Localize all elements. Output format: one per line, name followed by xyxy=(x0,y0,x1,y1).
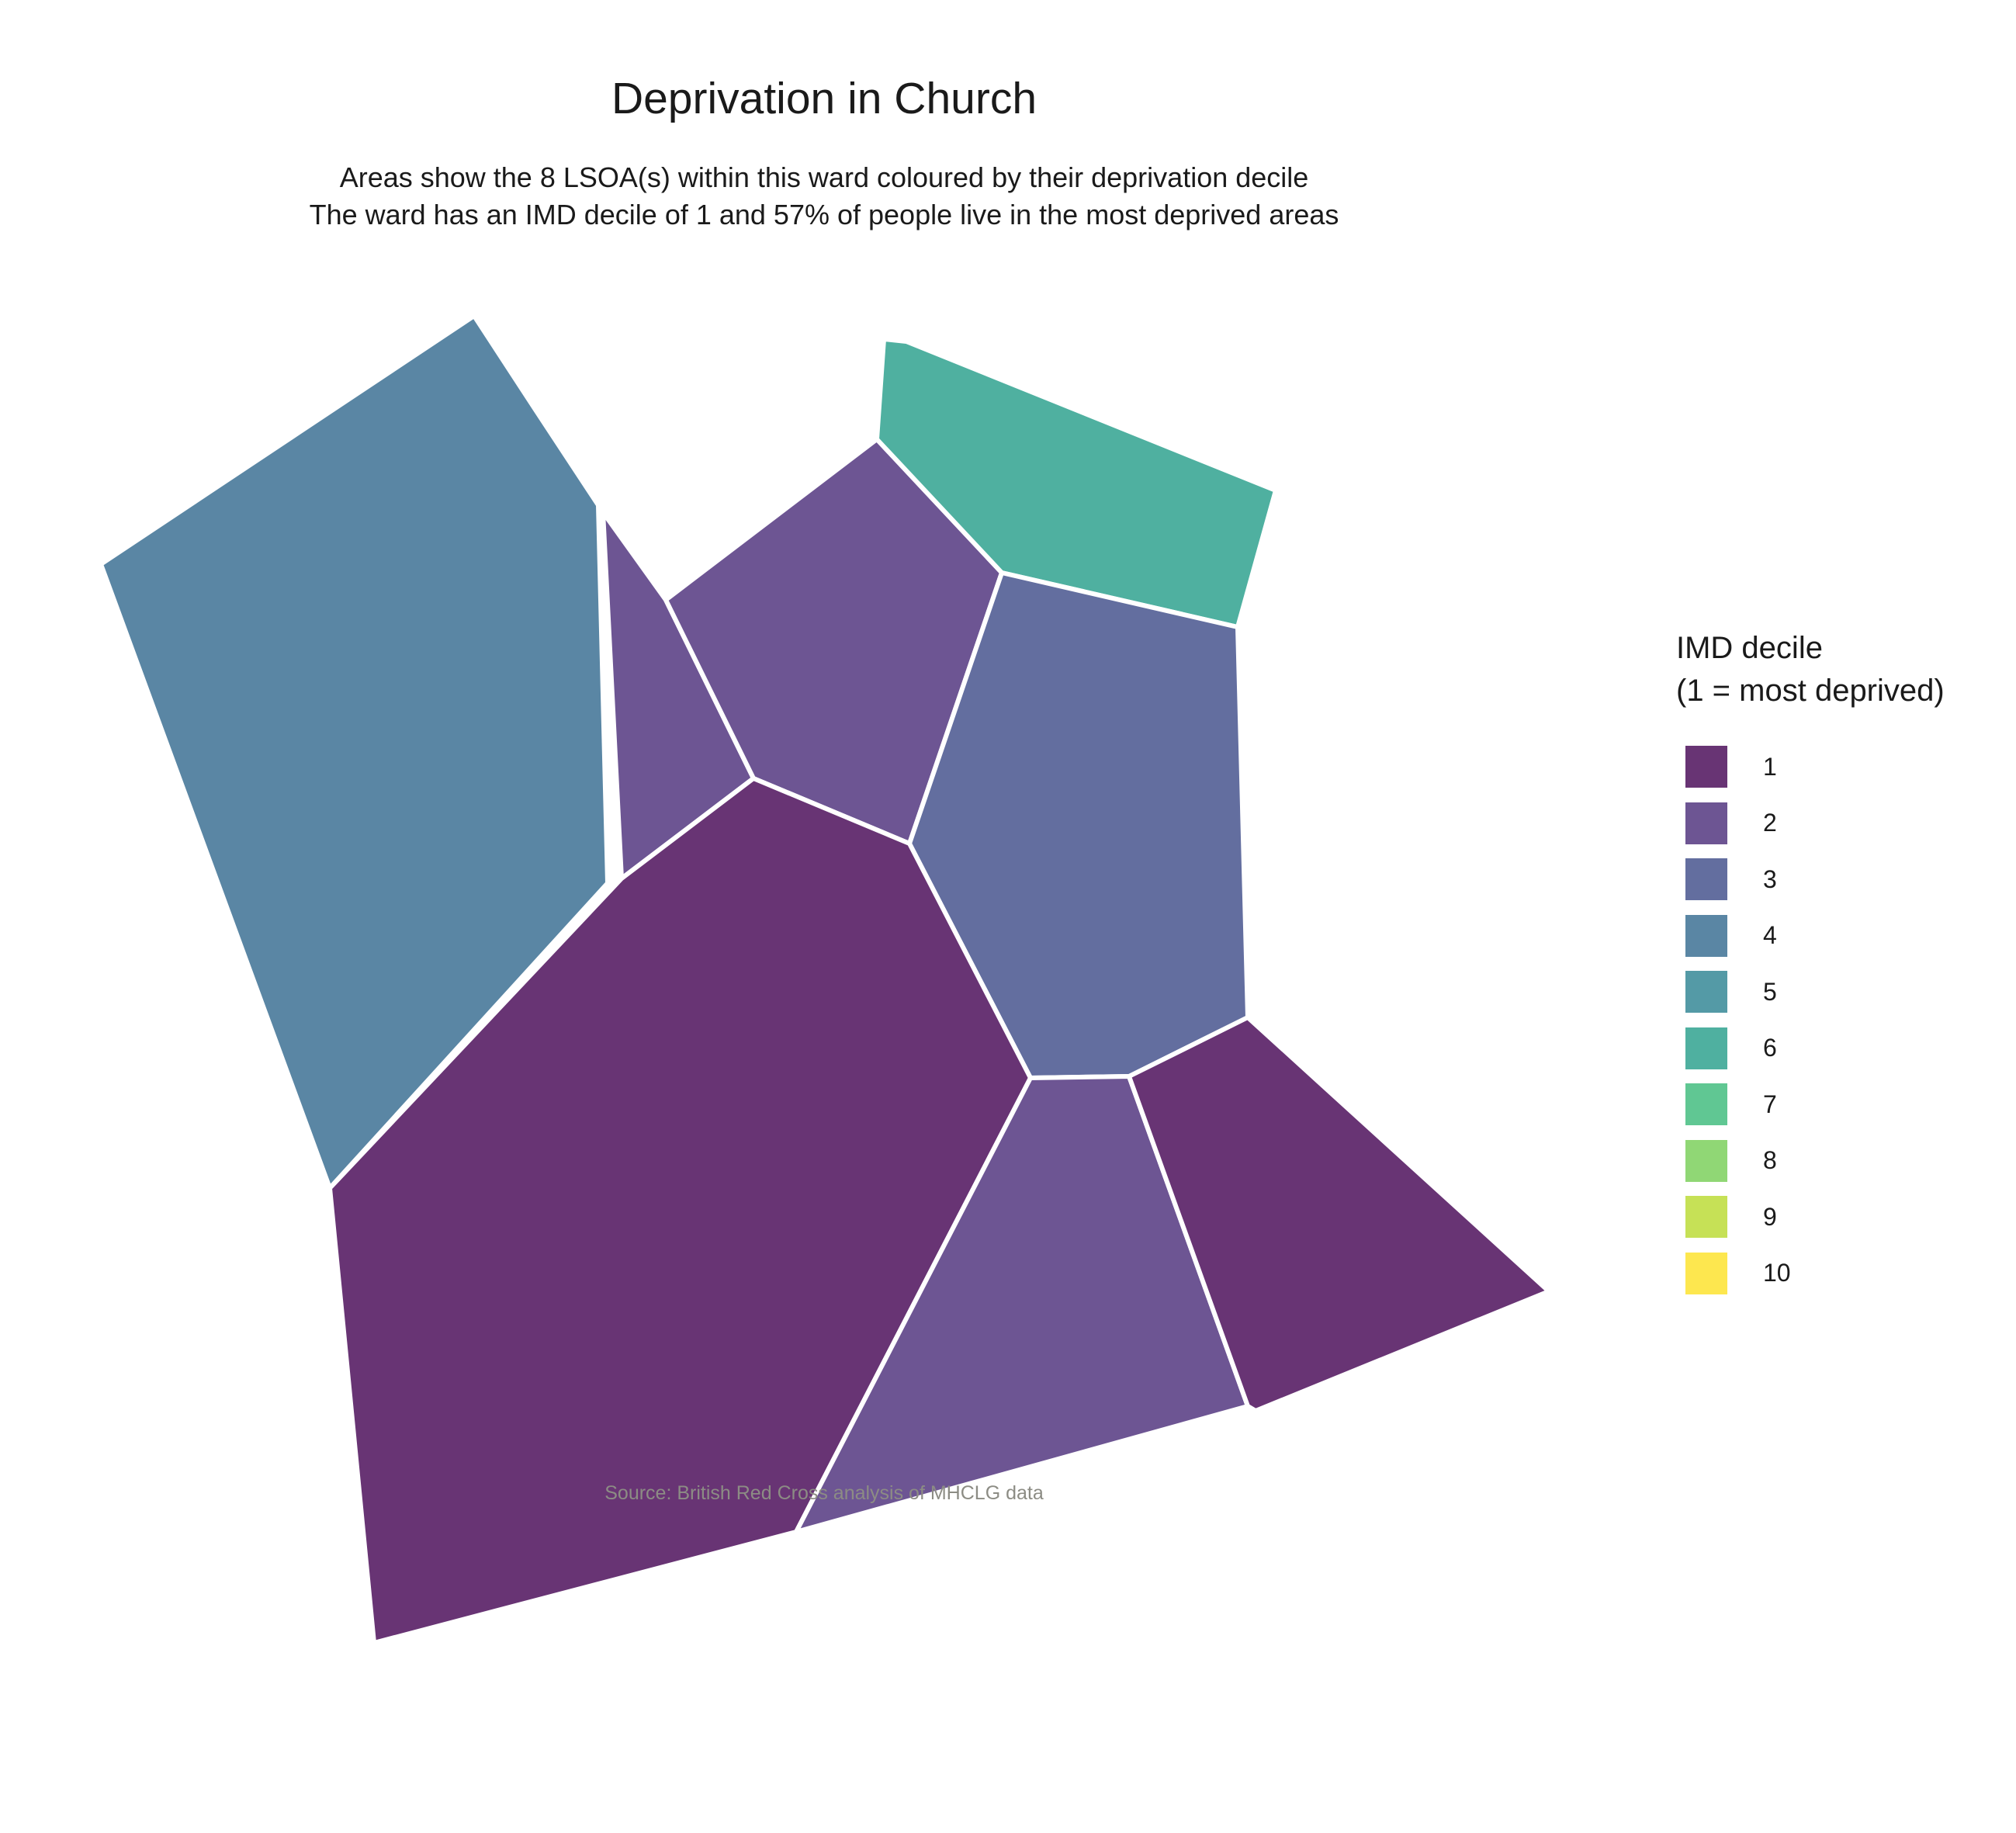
legend-title: IMD decile (1 = most deprived) xyxy=(1676,627,2002,712)
legend-label: 1 xyxy=(1763,752,1777,781)
legend-swatch xyxy=(1685,914,1727,957)
legend-swatch xyxy=(1685,1139,1727,1182)
legend-title-line-2: (1 = most deprived) xyxy=(1676,674,1945,708)
legend-item: 7 xyxy=(1676,1076,2002,1133)
legend-label: 4 xyxy=(1763,921,1777,950)
legend-label: 6 xyxy=(1763,1034,1777,1062)
legend-label: 9 xyxy=(1763,1202,1777,1231)
legend-swatch xyxy=(1685,1027,1727,1069)
ward-map xyxy=(101,316,1551,1645)
legend-swatch xyxy=(1685,971,1727,1014)
legend-label: 7 xyxy=(1763,1090,1777,1118)
legend-item: 10 xyxy=(1676,1246,2002,1302)
source-caption: Source: British Red Cross analysis of MH… xyxy=(604,1482,1044,1504)
legend-label: 2 xyxy=(1763,809,1777,837)
legend-swatch xyxy=(1685,802,1727,844)
legend-label: 10 xyxy=(1763,1259,1791,1287)
legend-item: 8 xyxy=(1676,1133,2002,1190)
lsoa-area-lsoa-h xyxy=(1127,1015,1551,1413)
legend-label: 3 xyxy=(1763,865,1777,893)
legend-item: 5 xyxy=(1676,964,2002,1020)
legend-item: 6 xyxy=(1676,1020,2002,1077)
legend-swatch xyxy=(1685,858,1727,901)
legend-label: 5 xyxy=(1763,977,1777,1006)
chart-subtitle-line-2: The ward has an IMD decile of 1 and 57% … xyxy=(309,199,1339,230)
legend-item: 2 xyxy=(1676,795,2002,852)
legend-swatch xyxy=(1685,746,1727,788)
chart-subtitle-line-1: Areas show the 8 LSOA(s) within this war… xyxy=(339,161,1309,193)
legend-label: 8 xyxy=(1763,1146,1777,1175)
legend-swatch xyxy=(1685,1083,1727,1126)
legend-swatch xyxy=(1685,1252,1727,1294)
legend-item: 9 xyxy=(1676,1189,2002,1246)
legend-title-line-1: IMD decile xyxy=(1676,631,1823,665)
legend-swatch xyxy=(1685,1196,1727,1239)
legend-item: 3 xyxy=(1676,851,2002,908)
legend-items: 1 2 3 4 5 6 7 8 9 10 xyxy=(1676,739,2002,1301)
lsoa-area-lsoa-f xyxy=(327,776,1033,1645)
legend-item: 4 xyxy=(1676,908,2002,965)
legend: IMD decile (1 = most deprived) 1 2 3 4 5 6 7 8 9… xyxy=(1676,627,2002,1301)
chart-title: Deprivation in Church xyxy=(611,74,1037,123)
legend-item: 1 xyxy=(1676,739,2002,795)
